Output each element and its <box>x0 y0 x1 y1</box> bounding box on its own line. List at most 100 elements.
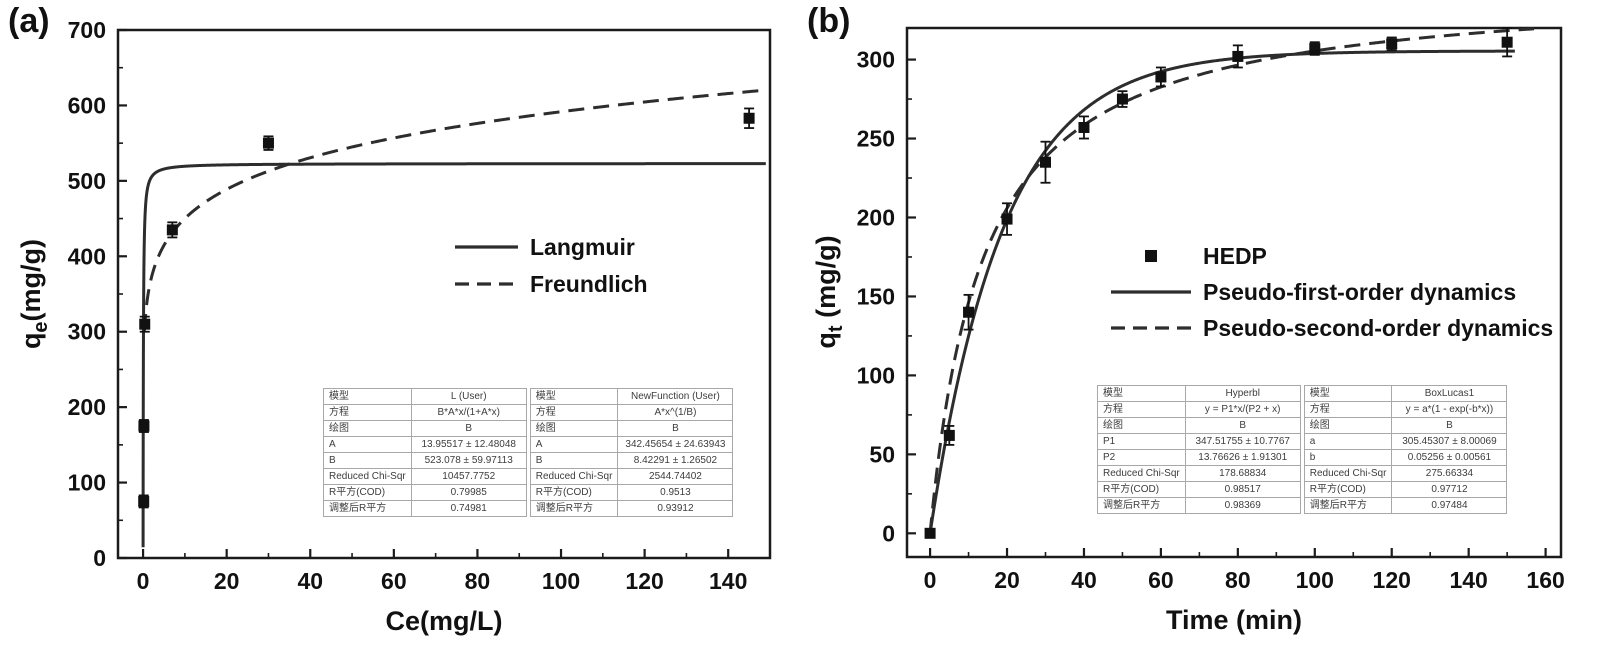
y-axis-ticks: 0 100 200 300 400 500 600 700 <box>68 17 127 571</box>
fit-table-value: 0.97484 <box>1391 497 1508 514</box>
plot-frame <box>905 26 1563 559</box>
fit-table-value: B <box>1184 417 1301 434</box>
fit-table-row: P2 13.76626 ± 1.91301 <box>1097 449 1301 466</box>
data-point-marker <box>963 306 975 318</box>
fit-tables-a: 模型 L (User) 方程 B*A*x/(1+A*x) 绘图 B A 13.95517 ± … <box>323 388 734 517</box>
fit-table-row: Reduced Chi-Sqr 178.68834 <box>1097 465 1301 482</box>
svg-text:700: 700 <box>68 17 106 43</box>
fit-curve-secondorder <box>928 27 1535 534</box>
svg-text:50: 50 <box>869 441 895 467</box>
fit-table-row: Reduced Chi-Sqr 2544.74402 <box>529 468 734 485</box>
fit-table-row: P1 347.51755 ± 10.7767 <box>1097 433 1301 450</box>
svg-text:600: 600 <box>68 92 106 118</box>
svg-text:100: 100 <box>857 362 895 388</box>
fit-table-row: 模型 BoxLucas1 <box>1303 385 1508 402</box>
svg-text:300: 300 <box>68 319 106 345</box>
fit-table-label: 方程 <box>1097 401 1186 418</box>
svg-text:60: 60 <box>1148 567 1174 593</box>
fit-table-label: 绘图 <box>529 420 619 437</box>
fit-table-label: Reduced Chi-Sqr <box>1097 465 1186 482</box>
data-point-marker <box>943 429 955 441</box>
isotherm-chart-canvas: 0 20 40 60 80 100 120 140 0 100 200 300 400 500 600 700… <box>16 17 772 636</box>
fit-table-row: 调整后R平方 0.93912 <box>529 500 734 517</box>
fit-table-row: 模型 Hyperbl <box>1097 385 1301 402</box>
svg-text:160: 160 <box>1526 567 1564 593</box>
legend: Langmuir Freundlich <box>455 234 648 297</box>
svg-text:100: 100 <box>1296 567 1334 593</box>
fit-table-label: 方程 <box>1303 401 1393 418</box>
data-point-marker <box>1039 156 1051 168</box>
fit-table-label: 调整后R平方 <box>323 500 412 517</box>
svg-text:140: 140 <box>1449 567 1487 593</box>
fit-table-label: R平方(COD) <box>1097 481 1186 498</box>
svg-text:20: 20 <box>214 568 240 594</box>
fit-parameter-table: 模型 Hyperbl 方程 y = P1*x/(P2 + x) 绘图 B P1 347.517… <box>1097 385 1301 514</box>
fit-table-row: a 305.45307 ± 8.00069 <box>1303 433 1508 450</box>
panel-b-label: (b) <box>807 2 851 40</box>
data-point-marker <box>1232 50 1244 62</box>
fit-table-label: 方程 <box>323 404 412 421</box>
fit-curve-firstorder <box>928 49 1515 534</box>
fit-table-row: R平方(COD) 0.98517 <box>1097 481 1301 498</box>
fit-table-value: 8.42291 ± 1.26502 <box>617 452 734 469</box>
data-point-marker <box>139 318 151 330</box>
fit-table-label: 模型 <box>529 388 619 405</box>
svg-text:60: 60 <box>381 568 407 594</box>
fit-table-value: 13.76626 ± 1.91301 <box>1184 449 1301 466</box>
fit-table-label: 模型 <box>1303 385 1393 402</box>
legend-label: Freundlich <box>530 271 648 297</box>
data-point-marker <box>1078 121 1090 133</box>
svg-text:100: 100 <box>542 568 580 594</box>
fit-table-row: R平方(COD) 0.9513 <box>529 484 734 501</box>
fit-table-label: a <box>1303 433 1393 450</box>
fit-table-label: Reduced Chi-Sqr <box>529 468 619 485</box>
fit-table-row: 模型 L (User) <box>323 388 527 405</box>
fit-table-value: 0.9513 <box>617 484 734 501</box>
fit-curves <box>928 27 1535 534</box>
fit-table-row: 绘图 B <box>1303 417 1508 434</box>
fit-table-label: 模型 <box>1097 385 1186 402</box>
fit-table-value: 0.05256 ± 0.00561 <box>1391 449 1508 466</box>
fit-table-value: L (User) <box>410 388 527 405</box>
fit-table-value: y = P1*x/(P2 + x) <box>1184 401 1301 418</box>
fit-table-row: 方程 y = P1*x/(P2 + x) <box>1097 401 1301 418</box>
fit-table-value: B <box>410 420 527 437</box>
x-axis-ticks: 0 20 40 60 80 100 120 140 160 <box>924 548 1565 593</box>
legend-label: Pseudo-first-order dynamics <box>1203 279 1516 305</box>
fit-table-value: B <box>1391 417 1508 434</box>
fit-table-label: 绘图 <box>323 420 412 437</box>
fit-table-value: A*x^(1/B) <box>617 404 734 421</box>
fit-table-value: 347.51755 ± 10.7767 <box>1184 433 1301 450</box>
data-point-marker <box>262 137 274 149</box>
data-point-marker <box>1116 93 1128 105</box>
panel-b: (b) 0 20 40 60 80 100 120 140 160 0 50 100 150 200 250… <box>799 0 1598 661</box>
data-point-marker <box>1386 38 1398 50</box>
fit-table-row: R平方(COD) 0.79985 <box>323 484 527 501</box>
fit-table-value: Hyperbl <box>1184 385 1301 402</box>
fit-table-label: Reduced Chi-Sqr <box>1303 465 1393 482</box>
fit-table-row: b 0.05256 ± 0.00561 <box>1303 449 1508 466</box>
fit-tables-b: 模型 Hyperbl 方程 y = P1*x/(P2 + x) 绘图 B P1 347.517… <box>1097 385 1508 514</box>
data-point-marker <box>1001 213 1013 225</box>
fit-table-value: 275.66334 <box>1391 465 1508 482</box>
fit-table-value: B <box>617 420 734 437</box>
svg-text:0: 0 <box>137 568 150 594</box>
fit-table-row: 绘图 B <box>529 420 734 437</box>
fit-table-value: y = a*(1 - exp(-b*x)) <box>1391 401 1508 418</box>
fit-table-label: 绘图 <box>1303 417 1393 434</box>
svg-text:200: 200 <box>857 204 895 230</box>
fit-table-label: b <box>1303 449 1393 466</box>
fit-table-value: 10457.7752 <box>410 468 527 485</box>
svg-text:0: 0 <box>924 567 937 593</box>
svg-text:140: 140 <box>709 568 747 594</box>
x-axis-title: Ce(mg/L) <box>386 606 503 636</box>
fit-table-row: 方程 y = a*(1 - exp(-b*x)) <box>1303 401 1508 418</box>
fit-table-label: 模型 <box>323 388 412 405</box>
fit-table-label: B <box>323 452 412 469</box>
fit-table-row: A 13.95517 ± 12.48048 <box>323 436 527 453</box>
fit-table-row: 绘图 B <box>1097 417 1301 434</box>
svg-text:80: 80 <box>1225 567 1251 593</box>
fit-table-row: 方程 B*A*x/(1+A*x) <box>323 404 527 421</box>
fit-table-value: 0.93912 <box>617 500 734 517</box>
svg-text:40: 40 <box>297 568 323 594</box>
